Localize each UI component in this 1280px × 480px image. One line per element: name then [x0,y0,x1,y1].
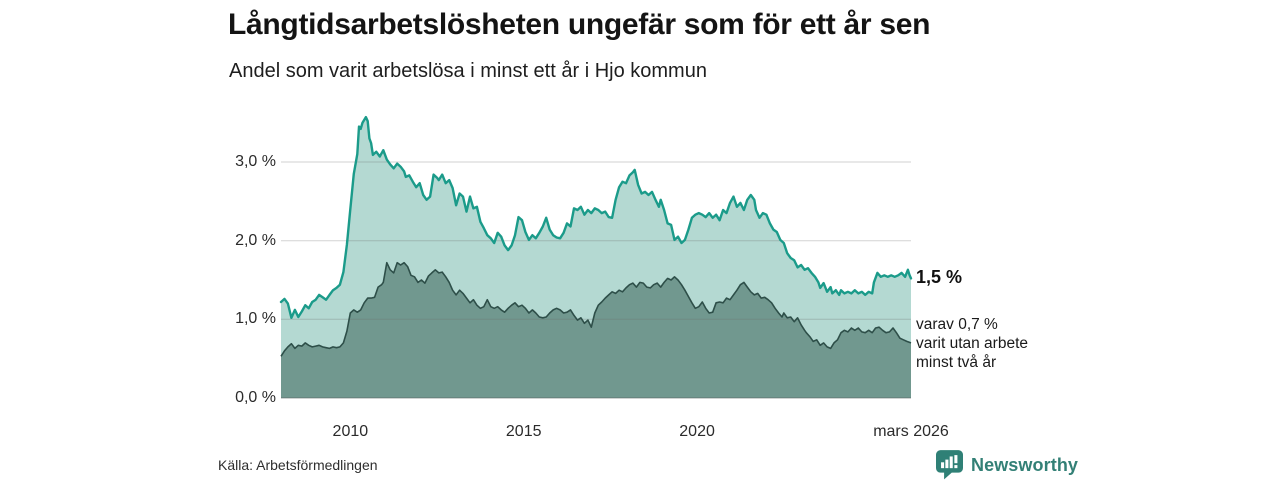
breakdown-line-3: minst två år [916,354,997,371]
source-caption: Källa: Arbetsförmedlingen [218,457,378,473]
chart-subtitle: Andel som varit arbetslösa i minst ett å… [229,60,707,82]
x-tick-label-2010: 2010 [332,423,369,440]
newsworthy-logo: Newsworthy [936,450,1078,480]
x-tick-label-2020: 2020 [679,423,715,440]
newsworthy-bubble-barchart-icon [936,450,963,480]
breakdown-line-2: varit utan arbete [916,335,1029,352]
breakdown-line-1: varav 0,7 % [916,316,998,333]
line-two-year [280,261,912,357]
y-tick-label-1,0: 1,0 % [235,310,276,328]
chart-title: Långtidsarbetslösheten ungefär som för e… [228,8,931,41]
y-tick-label-3,0: 3,0 % [235,152,276,170]
area-fill-two-year [281,262,911,398]
y-tick-label-2,0: 2,0 % [235,231,276,249]
y-tick-label-0,0: 0,0 % [235,389,276,406]
end-value-label-total: 1,5 % [916,267,963,287]
newsworthy-wordmark: Newsworthy [971,454,1079,475]
line-one-year [279,115,913,319]
x-tick-label-2015: 2015 [505,423,542,440]
x-tick-label-mars-2026: mars 2026 [873,423,949,440]
end-value-label-breakdown: varav 0,7 % varit utan arbete minst två år [916,315,1028,372]
